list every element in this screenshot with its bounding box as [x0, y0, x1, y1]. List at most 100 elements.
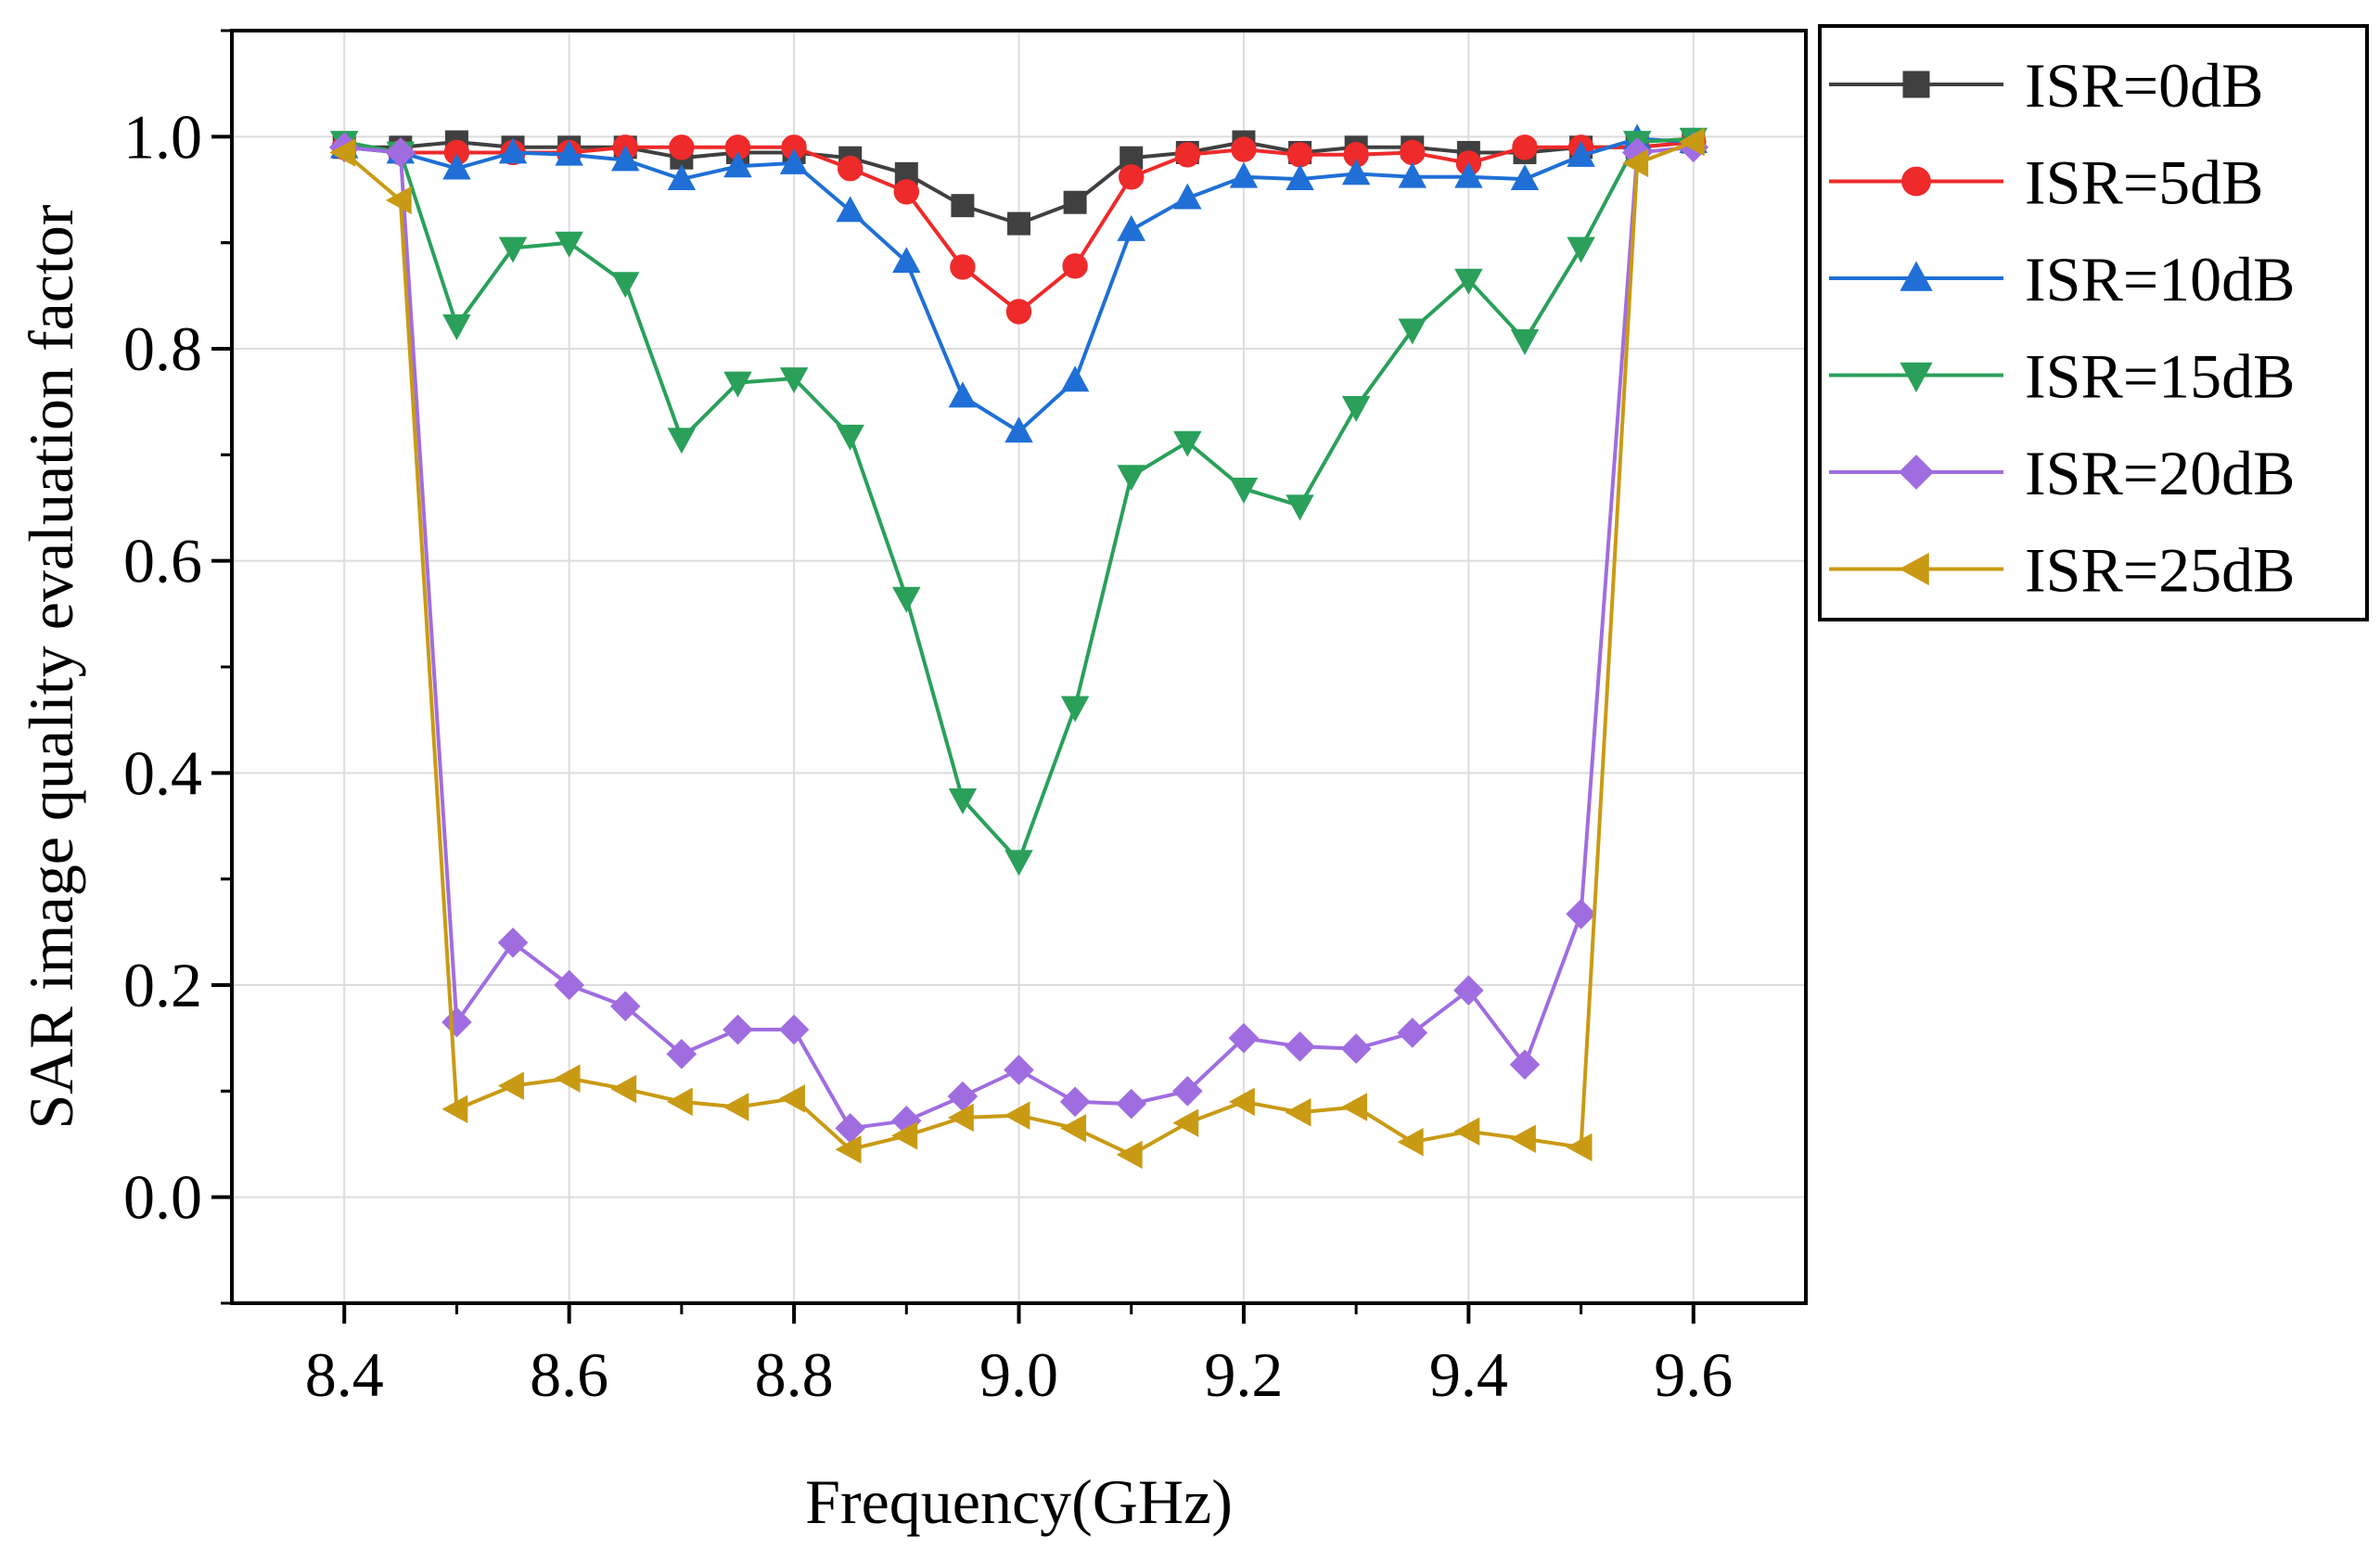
x-tick-label: 9.4: [1429, 1339, 1508, 1410]
data-point: [555, 139, 583, 166]
data-point: [498, 137, 528, 164]
data-point: [1510, 328, 1540, 355]
x-tick-label: 8.4: [305, 1339, 384, 1410]
data-point: [723, 1093, 749, 1121]
legend-label: ISR=15dB: [2025, 341, 2296, 412]
data-point: [778, 1014, 810, 1045]
legend-marker: [1900, 261, 1933, 291]
data-point: [1341, 1093, 1368, 1121]
data-point: [779, 1084, 805, 1113]
series-isr-20db: [328, 132, 1709, 1144]
legend-label: ISR=25dB: [2025, 535, 2296, 606]
data-point: [441, 1006, 472, 1038]
data-point: [1510, 164, 1540, 190]
data-point: [1228, 1087, 1255, 1117]
data-point: [1116, 1140, 1143, 1170]
legend-box: [1818, 24, 2369, 621]
data-point: [1285, 1031, 1315, 1062]
y-tick-label: 0.8: [123, 314, 202, 384]
data-point: [891, 1121, 918, 1150]
data-point: [1059, 1086, 1091, 1118]
data-point: [1117, 465, 1145, 492]
data-point: [1397, 1018, 1428, 1048]
y-tick-label: 0.2: [123, 950, 202, 1020]
legend-item: ISR=5dB: [1829, 147, 2264, 218]
legend-label: ISR=0dB: [2025, 50, 2264, 121]
legend-marker: [1902, 70, 1930, 98]
data-point: [1509, 1049, 1541, 1081]
data-point: [950, 254, 976, 280]
data-point: [669, 134, 695, 160]
data-point: [611, 145, 640, 172]
data-point: [497, 1071, 524, 1100]
legend-label: ISR=10dB: [2025, 244, 2296, 314]
legend-marker: [1899, 552, 1929, 586]
data-point: [1398, 318, 1427, 345]
data-point: [779, 367, 809, 394]
data-point: [1678, 127, 1705, 157]
data-point: [1286, 164, 1314, 190]
data-point: [1117, 214, 1145, 241]
y-tick-label: 0.6: [123, 526, 202, 596]
data-point: [385, 186, 412, 215]
data-point: [609, 991, 641, 1022]
data-point: [554, 969, 584, 1001]
data-point: [947, 1103, 974, 1133]
x-axis: 8.4 8.6 8.8 9.0 9.2 9.4 9.6: [305, 1303, 1733, 1410]
data-point: [1285, 1097, 1312, 1127]
data-point: [611, 272, 640, 299]
data-point: [1229, 478, 1259, 504]
legend-item: ISR=10dB: [1829, 244, 2296, 314]
data-point: [1004, 1055, 1034, 1085]
data-point: [1173, 183, 1202, 210]
data-point: [385, 137, 416, 168]
data-point: [1567, 140, 1595, 167]
data-point: [948, 381, 978, 408]
data-point: [1173, 430, 1202, 457]
data-point: [948, 788, 978, 814]
data-point: [1004, 1101, 1030, 1130]
x-tick-label: 8.8: [755, 1339, 834, 1410]
data-point: [1062, 253, 1088, 279]
legend: ISR=0dB ISR=5dB ISR=10dB ISR=15dB ISR=20dB IS…: [1818, 24, 2369, 621]
data-point: [329, 138, 356, 167]
data-point: [442, 153, 471, 180]
data-point: [1400, 139, 1426, 166]
y-tick-label: 0.4: [123, 737, 202, 808]
grid: [232, 31, 1806, 1303]
y-tick-label: 0.0: [123, 1162, 202, 1233]
y-axis-label: SAR image quality evaluation factor: [16, 204, 86, 1129]
data-point: [1340, 1033, 1372, 1064]
data-point: [893, 179, 919, 205]
data-point: [1453, 975, 1484, 1006]
data-point: [1174, 142, 1201, 168]
data-point: [1566, 1133, 1593, 1162]
data-point: [836, 424, 864, 451]
data-point: [1004, 850, 1033, 877]
data-point: [1341, 159, 1371, 186]
data-point: [555, 231, 583, 258]
data-point: [837, 155, 864, 182]
data-point: [1398, 161, 1427, 188]
data-point: [610, 1074, 637, 1104]
data-point: [497, 927, 529, 958]
data-point: [1286, 494, 1314, 521]
data-point: [779, 147, 809, 174]
data-point: [1566, 899, 1596, 929]
x-tick-label: 9.2: [1204, 1339, 1283, 1410]
data-point: [892, 586, 921, 613]
data-point: [1004, 416, 1033, 443]
legend-marker: [1900, 362, 1933, 393]
data-point: [723, 1014, 753, 1045]
legend-marker: [1901, 166, 1931, 197]
legend-marker: [1899, 455, 1934, 490]
data-point: [723, 371, 752, 398]
data-point: [1005, 299, 1032, 325]
y-tick-label: 1.0: [123, 101, 202, 172]
data-point: [667, 164, 697, 190]
data-point: [667, 428, 697, 455]
legend-item: ISR=0dB: [1829, 50, 2264, 121]
data-point: [1060, 1114, 1087, 1143]
data-point: [1119, 164, 1145, 190]
data-point: [1453, 1117, 1480, 1146]
